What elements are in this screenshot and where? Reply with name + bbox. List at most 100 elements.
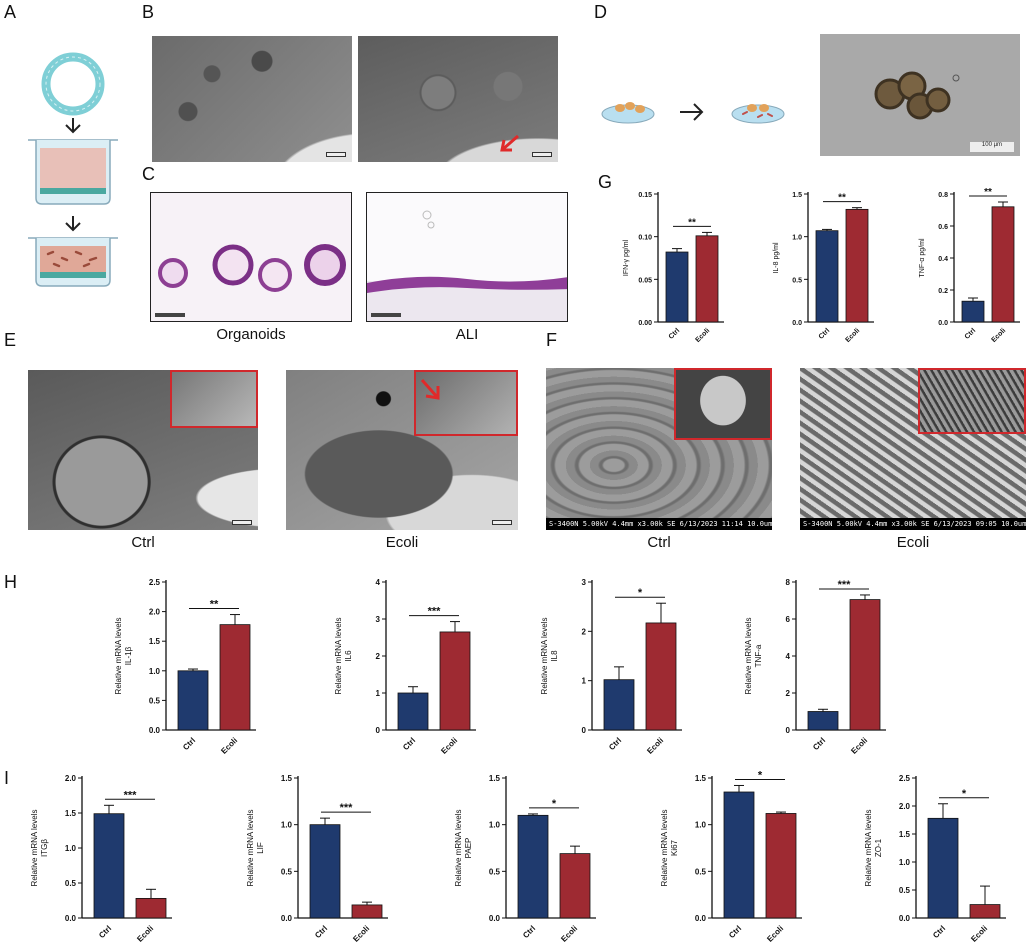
y-axis-label: Relative mRNA levels Ki67 xyxy=(660,810,679,887)
y-tick-label: 0.0 xyxy=(65,914,77,923)
red-arrow-icon xyxy=(420,379,440,400)
y-axis-label: Relative mRNA levels PAEP xyxy=(454,810,473,887)
y-axis-label: IFN-γ pg/ml xyxy=(623,239,630,276)
significance-stars: *** xyxy=(428,606,442,618)
x-tick-label: Ctrl xyxy=(607,736,623,752)
x-tick-label: Ctrl xyxy=(727,924,743,940)
sem-info-bar: S-3400N 5.00kV 4.4mm x3.00k SE 6/13/2023… xyxy=(546,518,772,530)
scale-bar xyxy=(155,313,185,317)
y-axis-label-line: Relative mRNA levels xyxy=(114,618,123,695)
y-axis-label-line: ZO-1 xyxy=(874,838,883,857)
zoom-inset xyxy=(918,368,1026,434)
bar-ctrl xyxy=(603,679,635,731)
y-tick-label: 0.5 xyxy=(65,879,77,888)
y-tick-label: 0 xyxy=(582,726,587,735)
y-tick-label: 1.0 xyxy=(149,667,161,676)
chart-paep-mrna: 0.0 0.5 1.0 1.5 Relative mRNA levels PAEP Ctrl… xyxy=(454,774,596,944)
chart-il8-protein: 0.0 0.5 1.0 1.5 IL-8 pg/ml Ctrl Ecoli ** xyxy=(773,192,874,344)
significance-stars: *** xyxy=(838,579,852,591)
scale-bar xyxy=(492,520,512,525)
bar-ecoli xyxy=(559,853,591,919)
bar-ecoli xyxy=(969,904,1001,919)
panel-letter-c: C xyxy=(142,164,155,184)
y-tick-label: 2 xyxy=(582,627,587,636)
y-axis-label-line: TNF-a xyxy=(754,644,763,667)
panel-letter-g: G xyxy=(598,172,613,192)
y-tick-label: 3 xyxy=(582,578,587,587)
bar-ctrl xyxy=(309,824,341,919)
y-tick-label: 0.5 xyxy=(695,867,707,876)
bar-ecoli xyxy=(219,624,251,731)
y-axis-label-line: Ki67 xyxy=(670,839,679,856)
y-tick-label: 2.0 xyxy=(149,608,161,617)
chart-itgb-mrna: 0.0 0.5 1.0 1.5 2.0 Relative mRNA levels ITGβ C… xyxy=(30,774,172,944)
panel-letter-d: D xyxy=(594,2,607,22)
significance-stars: ** xyxy=(984,187,992,198)
y-tick-label: 1.5 xyxy=(792,192,802,199)
y-axis-label-line: Relative mRNA levels xyxy=(660,810,669,887)
y-axis-label-line: Relative mRNA levels xyxy=(540,618,549,695)
bar-ctrl xyxy=(815,230,839,323)
tem-image-organoid xyxy=(152,36,352,162)
y-tick-label: 1.5 xyxy=(65,809,77,818)
x-tick-label: Ecoli xyxy=(844,327,861,344)
bar-ctrl xyxy=(723,791,755,919)
y-axis-label: Relative mRNA levels TNF-a xyxy=(744,618,763,695)
significance-stars: * xyxy=(638,587,643,599)
y-tick-label: 1.5 xyxy=(899,830,911,839)
y-tick-label: 1.0 xyxy=(281,821,293,830)
x-tick-label: Ecoli xyxy=(351,924,371,944)
y-tick-label: 4 xyxy=(786,652,791,661)
bar-ctrl xyxy=(177,670,209,731)
panel-letter-a: A xyxy=(4,2,17,22)
y-tick-label: 3 xyxy=(376,615,381,624)
y-tick-label: 0.0 xyxy=(281,914,293,923)
y-tick-label: 0.2 xyxy=(938,288,948,295)
caption-e-ecoli: Ecoli xyxy=(385,534,419,551)
bar-ecoli xyxy=(849,599,881,731)
y-axis-label-line: Relative mRNA levels xyxy=(744,618,753,695)
caption-f-ecoli: Ecoli xyxy=(896,534,930,551)
sem-ecoli: S-3400N 5.00kV 4.4mm x3.00k SE 6/13/2023… xyxy=(800,368,1026,530)
y-tick-label: 2 xyxy=(786,689,791,698)
y-tick-label: 2 xyxy=(376,652,381,661)
x-tick-label: Ctrl xyxy=(521,924,537,940)
x-tick-label: Ecoli xyxy=(694,327,711,344)
bar-ctrl xyxy=(961,300,985,323)
arrow-down-icon xyxy=(65,118,81,134)
y-axis-label: IL-8 pg/ml xyxy=(773,242,780,274)
y-axis-label: Relative mRNA levels LIF xyxy=(246,810,265,887)
y-tick-label: 0.6 xyxy=(938,224,948,231)
x-tick-label: Ecoli xyxy=(439,736,459,756)
bar-ctrl xyxy=(665,251,689,323)
y-tick-label: 0 xyxy=(376,726,381,735)
bar-ctrl xyxy=(93,813,125,919)
x-tick-label: Ctrl xyxy=(964,327,978,341)
y-tick-label: 1 xyxy=(376,689,381,698)
x-tick-label: Ecoli xyxy=(765,924,785,944)
y-tick-label: 0.0 xyxy=(149,726,161,735)
y-axis-label: Relative mRNA levels ITGβ xyxy=(30,810,49,887)
sem-ctrl: S-3400N 5.00kV 4.4mm x3.00k SE 6/13/2023… xyxy=(546,368,772,530)
panel-a-schematic xyxy=(28,52,118,287)
scale-bar xyxy=(326,152,346,157)
y-tick-label: 0.5 xyxy=(489,867,501,876)
microscopy-organoids: 100 µm xyxy=(820,34,1020,156)
transwell-ecoli-icon xyxy=(28,237,118,287)
y-tick-label: 1.0 xyxy=(899,858,911,867)
y-tick-label: 0.5 xyxy=(899,886,911,895)
panel-letter-f: F xyxy=(546,330,557,350)
y-axis-label-line: Relative mRNA levels xyxy=(246,810,255,887)
x-tick-label: Ctrl xyxy=(668,327,682,341)
caption-ali: ALI xyxy=(455,326,479,343)
tem-image-ali xyxy=(358,36,558,162)
arrow-down-icon xyxy=(65,216,81,232)
y-axis-label-line: Relative mRNA levels xyxy=(334,618,343,695)
y-tick-label: 0.5 xyxy=(792,277,802,284)
y-axis-label: Relative mRNA levels IL-1β xyxy=(114,618,133,695)
bar-ecoli xyxy=(991,206,1015,323)
y-tick-label: 0.05 xyxy=(638,277,652,284)
y-tick-label: 0.0 xyxy=(489,914,501,923)
organoid-ring-icon xyxy=(41,52,105,116)
caption-f-ctrl: Ctrl xyxy=(647,534,671,551)
